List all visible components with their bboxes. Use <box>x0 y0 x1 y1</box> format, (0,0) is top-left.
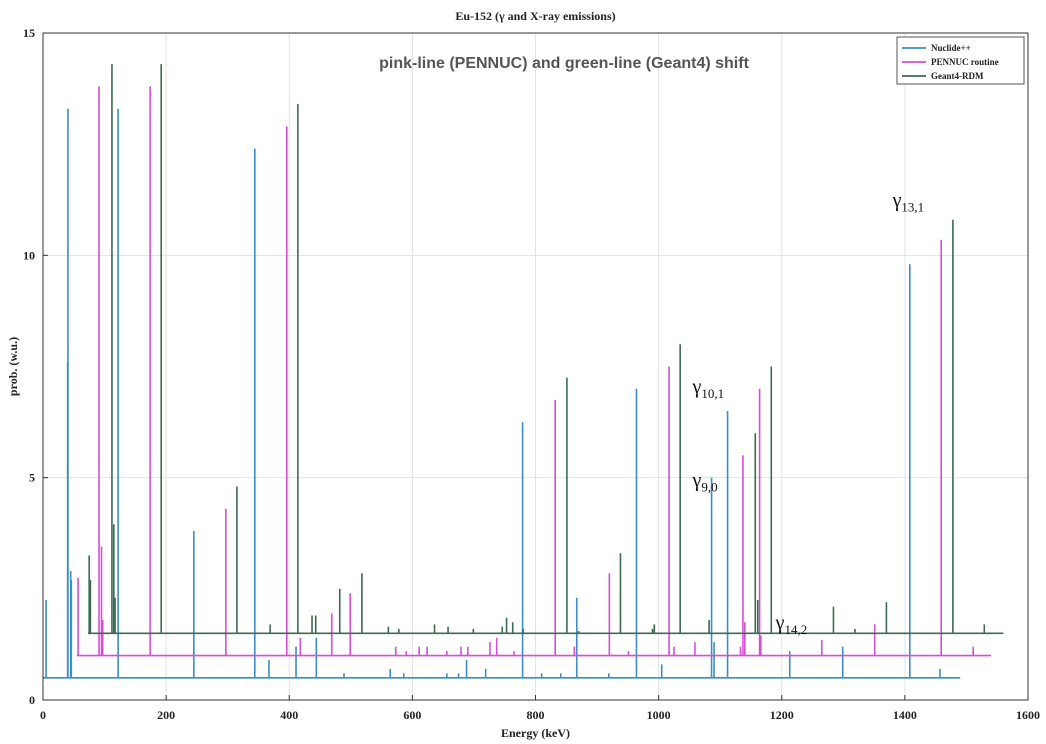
series-nuclide- <box>43 108 961 679</box>
x-tick-label: 400 <box>280 708 298 722</box>
gamma-subscript: 14,2 <box>784 622 807 637</box>
y-tick-label: 10 <box>23 248 35 262</box>
x-tick-label: 1000 <box>647 708 671 722</box>
legend-label: Nuclide++ <box>931 43 971 53</box>
chart-title: Eu-152 (γ and X-ray emissions) <box>455 9 615 23</box>
legend-label: Geant4-RDM <box>931 71 984 81</box>
legend: Nuclide++ PENNUC routine Geant4-RDM <box>896 36 1025 85</box>
x-tick-label: 1600 <box>1016 708 1040 722</box>
gamma-symbol: γ <box>892 189 902 211</box>
x-tick-label: 1400 <box>893 708 917 722</box>
x-tick-label: 800 <box>527 708 545 722</box>
gamma-symbol: γ <box>775 612 785 634</box>
x-tick-label: 200 <box>157 708 175 722</box>
series-geant4-rdm <box>87 64 1004 635</box>
gamma-subscript: 13,1 <box>901 199 924 214</box>
y-tick-label: 15 <box>23 26 35 40</box>
gamma-label: γ9,0 <box>691 470 717 495</box>
y-tick-label: 0 <box>29 693 35 707</box>
series-layer <box>43 64 1004 679</box>
gamma-subscript: 9,0 <box>701 480 717 495</box>
gamma-label: γ14,2 <box>775 612 808 637</box>
x-tick-label: 0 <box>40 708 46 722</box>
shift-annotation: pink-line (PENNUC) and green-line (Geant… <box>379 55 749 72</box>
x-axis-label: Energy (keV) <box>501 726 570 740</box>
x-tick-label: 600 <box>403 708 421 722</box>
gamma-symbol: γ <box>691 470 701 492</box>
legend-label: PENNUC routine <box>931 57 999 67</box>
gamma-symbol: γ <box>691 376 701 398</box>
axis-ticks: 0 200 400 600 800 1000 1200 1400 1600 0 5 10 15 <box>23 26 1040 722</box>
x-tick-label: 1200 <box>770 708 794 722</box>
y-axis-label: prob. (w.u.) <box>6 337 20 396</box>
gamma-label: γ13,1 <box>892 189 925 214</box>
gamma-label: γ10,1 <box>691 376 724 401</box>
series-pennuc-routine <box>76 86 992 657</box>
gamma-subscript: 10,1 <box>701 386 724 401</box>
y-tick-label: 5 <box>29 471 35 485</box>
